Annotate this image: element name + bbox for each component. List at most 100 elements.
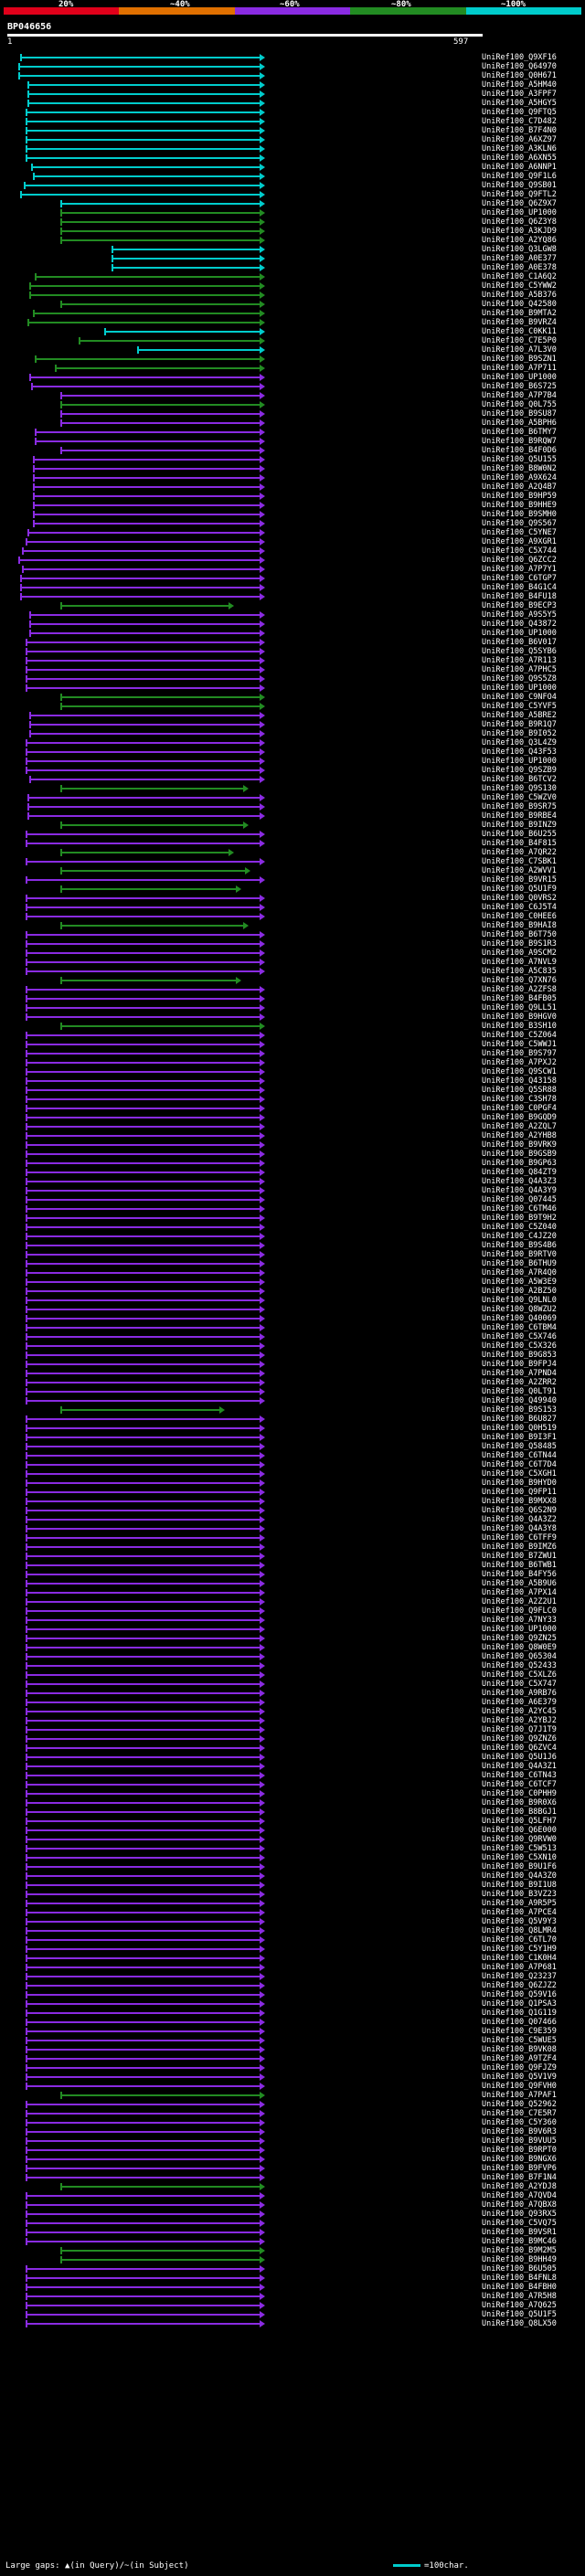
hit-row[interactable]: UniRef100_Q8WZU2	[0, 1305, 585, 1314]
hit-id-link[interactable]: UniRef100_B9IMZ6	[482, 1542, 557, 1552]
hit-id-link[interactable]: UniRef100_A7P7Y1	[482, 565, 557, 574]
hit-row[interactable]: UniRef100_B7F1N4	[0, 2173, 585, 2182]
hit-row[interactable]: UniRef100_B9V6R3	[0, 2127, 585, 2136]
hit-id-link[interactable]: UniRef100_C5Y1H9	[482, 1945, 557, 1954]
hit-id-link[interactable]: UniRef100_A2Q4B7	[482, 482, 557, 492]
hit-id-link[interactable]: UniRef100_A0E377	[482, 254, 557, 263]
hit-id-link[interactable]: UniRef100_B9HP59	[482, 492, 557, 501]
hit-id-link[interactable]: UniRef100_A9SCM2	[482, 949, 557, 958]
hit-row[interactable]: UniRef100_Q07466	[0, 2018, 585, 2027]
hit-row[interactable]: UniRef100_C5X747	[0, 1680, 585, 1689]
hit-id-link[interactable]: UniRef100_B9ECP3	[482, 601, 557, 610]
hit-id-link[interactable]: UniRef100_UP1000	[482, 684, 557, 693]
hit-row[interactable]: UniRef100_A7PND4	[0, 1369, 585, 1378]
hit-id-link[interactable]: UniRef100_B9VUU5	[482, 2136, 557, 2146]
hit-id-link[interactable]: UniRef100_A2YHB8	[482, 1131, 557, 1140]
hit-id-link[interactable]: UniRef100_C1A6Q2	[482, 272, 557, 281]
hit-row[interactable]: UniRef100_A6NNP1	[0, 163, 585, 172]
hit-row[interactable]: UniRef100_A2ZRR2	[0, 1378, 585, 1387]
hit-row[interactable]: UniRef100_Q5LFH7	[0, 1817, 585, 1826]
hit-row[interactable]: UniRef100_Q9SB01	[0, 181, 585, 190]
hit-id-link[interactable]: UniRef100_C4JZ20	[482, 1232, 557, 1241]
hit-row[interactable]: UniRef100_B9IMZ6	[0, 1542, 585, 1552]
hit-id-link[interactable]: UniRef100_C6T7D4	[482, 1460, 557, 1469]
hit-row[interactable]: UniRef100_A5HGY5	[0, 99, 585, 108]
hit-row[interactable]: UniRef100_Q9LL51	[0, 1003, 585, 1012]
hit-row[interactable]: UniRef100_A7P681	[0, 1963, 585, 1972]
hit-row[interactable]: UniRef100_B9VSR1	[0, 2228, 585, 2237]
hit-id-link[interactable]: UniRef100_B9HHE9	[482, 501, 557, 510]
hit-id-link[interactable]: UniRef100_A7P681	[482, 1963, 557, 1972]
hit-id-link[interactable]: UniRef100_A2YQ86	[482, 236, 557, 245]
hit-row[interactable]: UniRef100_B9HHE9	[0, 501, 585, 510]
hit-row[interactable]: UniRef100_B9SMH0	[0, 510, 585, 519]
hit-row[interactable]: UniRef100_C5XGH1	[0, 1469, 585, 1479]
hit-row[interactable]: UniRef100_B6THU9	[0, 1259, 585, 1268]
hit-id-link[interactable]: UniRef100_A5BPH6	[482, 419, 557, 428]
hit-row[interactable]: UniRef100_C6TN44	[0, 1451, 585, 1460]
hit-id-link[interactable]: UniRef100_B7F4N0	[482, 126, 557, 135]
hit-row[interactable]: UniRef100_A7P711	[0, 364, 585, 373]
hit-row[interactable]: UniRef100_A7R5H8	[0, 2292, 585, 2301]
hit-row[interactable]: UniRef100_Q5V1V9	[0, 2072, 585, 2082]
hit-id-link[interactable]: UniRef100_B6S725	[482, 382, 557, 391]
hit-row[interactable]: UniRef100_Q42580	[0, 300, 585, 309]
hit-id-link[interactable]: UniRef100_Q42580	[482, 300, 557, 309]
hit-id-link[interactable]: UniRef100_B9VSR1	[482, 2228, 557, 2237]
hit-row[interactable]: UniRef100_B9FPJ4	[0, 1360, 585, 1369]
hit-id-link[interactable]: UniRef100_A5W3E9	[482, 1277, 557, 1287]
hit-row[interactable]: UniRef100_C0HEE6	[0, 912, 585, 921]
hit-row[interactable]: UniRef100_B9HGV0	[0, 1012, 585, 1022]
hit-id-link[interactable]: UniRef100_B6TCV2	[482, 775, 557, 784]
hit-id-link[interactable]: UniRef100_A7R5H8	[482, 2292, 557, 2301]
hit-id-link[interactable]: UniRef100_B6U255	[482, 830, 557, 839]
hit-row[interactable]: UniRef100_C5X746	[0, 1332, 585, 1341]
hit-id-link[interactable]: UniRef100_B9FPJ4	[482, 1360, 557, 1369]
hit-id-link[interactable]: UniRef100_C6TM46	[482, 1204, 557, 1214]
hit-row[interactable]: UniRef100_C0PGF4	[0, 1104, 585, 1113]
hit-row[interactable]: UniRef100_A3KLN6	[0, 144, 585, 154]
hit-id-link[interactable]: UniRef100_A7QVD4	[482, 2191, 557, 2200]
hit-id-link[interactable]: UniRef100_B6V017	[482, 638, 557, 647]
hit-id-link[interactable]: UniRef100_B9M2M5	[482, 2246, 557, 2255]
hit-row[interactable]: UniRef100_A2YQ86	[0, 236, 585, 245]
hit-id-link[interactable]: UniRef100_Q9S130	[482, 784, 557, 793]
hit-row[interactable]: UniRef100_Q4A3Z3	[0, 1177, 585, 1186]
hit-row[interactable]: UniRef100_Q4A3Z1	[0, 1762, 585, 1771]
hit-id-link[interactable]: UniRef100_B9RTV0	[482, 1250, 557, 1259]
hit-row[interactable]: UniRef100_B9RPT0	[0, 2146, 585, 2155]
hit-row[interactable]: UniRef100_A7PX14	[0, 1588, 585, 1597]
hit-row[interactable]: UniRef100_A3FPF7	[0, 90, 585, 99]
hit-id-link[interactable]: UniRef100_A6NNP1	[482, 163, 557, 172]
hit-id-link[interactable]: UniRef100_Q9FVH0	[482, 2082, 557, 2091]
hit-id-link[interactable]: UniRef100_A2YC45	[482, 1707, 557, 1716]
hit-row[interactable]: UniRef100_Q9RVW0	[0, 1835, 585, 1844]
hit-row[interactable]: UniRef100_Q9FTQ5	[0, 108, 585, 117]
hit-row[interactable]: UniRef100_A3KJD9	[0, 227, 585, 236]
hit-id-link[interactable]: UniRef100_A2Z2U1	[482, 1597, 557, 1606]
hit-row[interactable]: UniRef100_C6T7D4	[0, 1460, 585, 1469]
hit-id-link[interactable]: UniRef100_B9R1Q7	[482, 720, 557, 729]
hit-id-link[interactable]: UniRef100_B9I052	[482, 729, 557, 738]
hit-row[interactable]: UniRef100_A7P7B4	[0, 391, 585, 400]
hit-id-link[interactable]: UniRef100_B6T750	[482, 930, 557, 939]
hit-id-link[interactable]: UniRef100_B4F0D6	[482, 446, 557, 455]
hit-row[interactable]: UniRef100_B4F0D6	[0, 446, 585, 455]
hit-id-link[interactable]: UniRef100_A5HM40	[482, 80, 557, 90]
hit-row[interactable]: UniRef100_B4G1C4	[0, 583, 585, 592]
hit-id-link[interactable]: UniRef100_A2YDJ8	[482, 2182, 557, 2191]
hit-id-link[interactable]: UniRef100_Q58485	[482, 1442, 557, 1451]
hit-row[interactable]: UniRef100_A7QBX8	[0, 2200, 585, 2210]
hit-id-link[interactable]: UniRef100_A5B9U6	[482, 1579, 557, 1588]
hit-id-link[interactable]: UniRef100_UP1000	[482, 1625, 557, 1634]
hit-row[interactable]: UniRef100_B9R0X6	[0, 1798, 585, 1807]
hit-row[interactable]: UniRef100_A9X624	[0, 473, 585, 482]
hit-id-link[interactable]: UniRef100_C6TCF7	[482, 1780, 557, 1789]
hit-row[interactable]: UniRef100_Q3L4Z9	[0, 738, 585, 747]
hit-row[interactable]: UniRef100_C6TFF9	[0, 1533, 585, 1542]
hit-row[interactable]: UniRef100_C5YWW2	[0, 281, 585, 291]
hit-row[interactable]: UniRef100_Q43158	[0, 1076, 585, 1086]
hit-id-link[interactable]: UniRef100_A7NVL9	[482, 958, 557, 967]
hit-row[interactable]: UniRef100_C5YVF5	[0, 702, 585, 711]
hit-id-link[interactable]: UniRef100_Q5V1V9	[482, 2072, 557, 2082]
